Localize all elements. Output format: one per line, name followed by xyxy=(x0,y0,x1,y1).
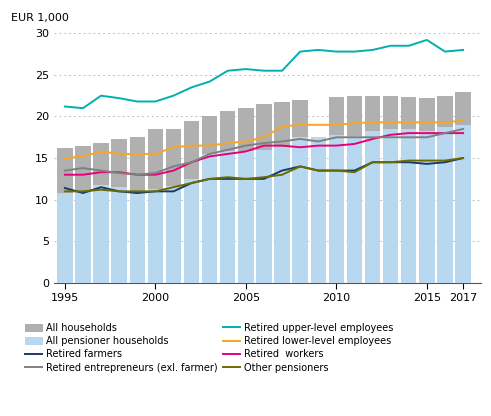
Bar xyxy=(75,146,91,283)
Bar xyxy=(130,137,145,283)
Bar xyxy=(166,129,181,283)
Bar xyxy=(256,150,272,283)
Bar xyxy=(365,131,380,283)
Bar xyxy=(347,96,362,283)
Bar xyxy=(274,147,290,283)
Bar xyxy=(437,127,453,283)
Bar xyxy=(365,96,380,283)
Bar xyxy=(130,191,145,283)
Bar xyxy=(311,137,326,283)
Bar xyxy=(148,189,163,283)
Bar xyxy=(256,104,272,283)
Bar xyxy=(111,187,127,283)
Bar xyxy=(57,193,73,283)
Bar xyxy=(383,96,398,283)
Bar xyxy=(401,97,416,283)
Bar xyxy=(166,186,181,283)
Bar xyxy=(202,116,218,283)
Bar xyxy=(328,97,344,283)
Bar xyxy=(75,191,91,283)
Bar xyxy=(328,135,344,283)
Bar xyxy=(347,136,362,283)
Bar xyxy=(111,139,127,283)
Bar xyxy=(238,151,253,283)
Bar xyxy=(455,92,471,283)
Bar xyxy=(184,121,199,283)
Bar xyxy=(93,185,109,283)
Bar xyxy=(184,179,199,283)
Bar xyxy=(419,98,435,283)
Bar xyxy=(311,137,326,283)
Bar xyxy=(419,131,435,283)
Bar xyxy=(220,151,236,283)
Bar xyxy=(437,96,453,283)
Bar xyxy=(57,148,73,283)
Text: EUR 1,000: EUR 1,000 xyxy=(11,13,69,23)
Bar xyxy=(455,125,471,283)
Bar xyxy=(93,143,109,283)
Bar xyxy=(383,129,398,283)
Bar xyxy=(293,137,308,283)
Bar xyxy=(202,154,218,283)
Bar xyxy=(293,100,308,283)
Legend: All households, All pensioner households, Retired farmers, Retired entrepreneurs: All households, All pensioner households… xyxy=(25,323,393,373)
Bar xyxy=(220,111,236,283)
Bar xyxy=(238,108,253,283)
Bar xyxy=(401,129,416,283)
Bar xyxy=(148,129,163,283)
Bar xyxy=(274,102,290,283)
